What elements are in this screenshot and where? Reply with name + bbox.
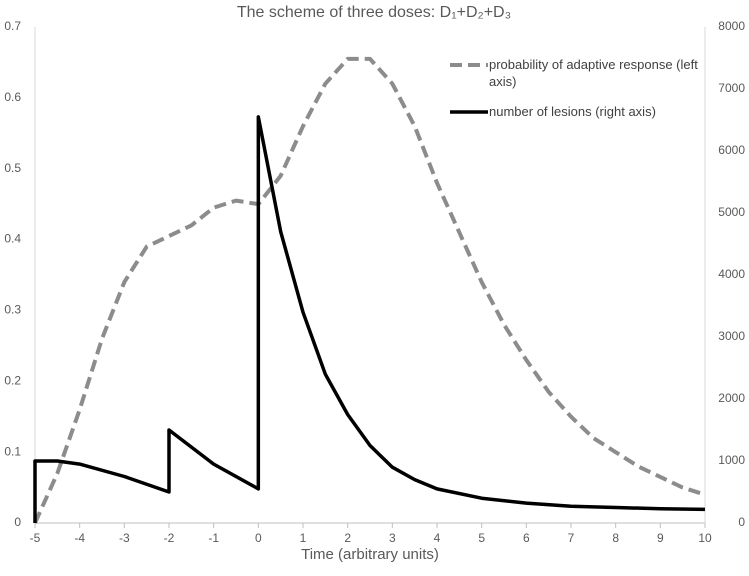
y-tick-label: 0.2: [4, 373, 21, 387]
y2-tick-label: 4000: [718, 267, 745, 281]
y-tick-label: 0.5: [4, 161, 21, 175]
y2-tick-label: 8000: [718, 19, 745, 33]
chart-title: The scheme of three doses: D₁+D₂+D₃: [237, 4, 511, 21]
legend-label: number of lesions (right axis): [489, 104, 656, 119]
x-tick-label: -1: [208, 531, 219, 545]
x-tick-label: 10: [698, 531, 712, 545]
x-axis-label: Time (arbitrary units): [301, 546, 439, 563]
y-tick-label: 0.4: [4, 232, 21, 246]
y2-tick-label: 3000: [718, 329, 745, 343]
x-tick-label: 4: [434, 531, 441, 545]
y2-tick-label: 6000: [718, 143, 745, 157]
x-tick-label: -4: [74, 531, 85, 545]
series-line: [33, 115, 706, 523]
x-tick-label: 0: [255, 531, 262, 545]
y-tick-label: 0.3: [4, 303, 21, 317]
x-tick-label: 3: [389, 531, 396, 545]
y-tick-label: 0.6: [4, 90, 21, 104]
y-tick-label: 0.1: [4, 444, 21, 458]
y-tick-label: 0.7: [4, 19, 21, 33]
x-tick-label: 9: [657, 531, 664, 545]
x-tick-label: -5: [30, 531, 41, 545]
x-tick-label: -2: [164, 531, 175, 545]
series-line: [33, 56, 706, 524]
y-tick-label: 0: [14, 515, 21, 529]
x-tick-label: 1: [300, 531, 307, 545]
x-tick-label: 5: [478, 531, 485, 545]
y2-tick-label: 0: [738, 515, 745, 529]
x-tick-label: 7: [568, 531, 575, 545]
y2-tick-label: 2000: [718, 391, 745, 405]
x-tick-label: -3: [119, 531, 130, 545]
x-tick-label: 8: [612, 531, 619, 545]
y2-tick-label: 7000: [718, 81, 745, 95]
legend-label: probability of adaptive response (left a…: [489, 57, 698, 89]
x-tick-label: 6: [523, 531, 530, 545]
y2-tick-label: 5000: [718, 205, 745, 219]
y2-tick-label: 1000: [718, 453, 745, 467]
x-tick-label: 2: [344, 531, 351, 545]
